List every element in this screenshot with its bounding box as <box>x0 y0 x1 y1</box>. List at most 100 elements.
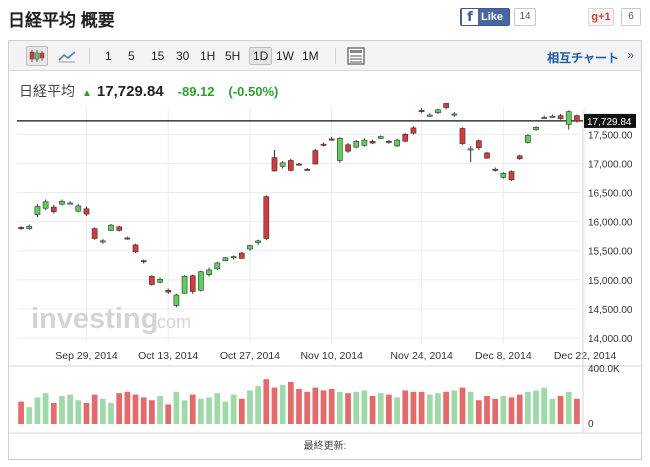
volume-bar <box>361 390 368 424</box>
candle-body <box>516 155 523 160</box>
timeframe-5h-button[interactable]: 5H <box>225 49 241 63</box>
volume-bar <box>165 404 172 424</box>
candle-body <box>459 128 466 144</box>
candle-body <box>271 157 278 172</box>
volume-bar <box>492 398 499 424</box>
volume-bar <box>238 398 245 424</box>
candle-body <box>410 127 417 134</box>
x-tick-label: Oct 13, 2014 <box>138 350 198 362</box>
volume-bar <box>369 396 376 424</box>
y-tick-label: 15,500.00 <box>588 247 633 258</box>
y-tick-label: 17,500.00 <box>588 130 633 141</box>
facebook-f-icon: f <box>462 9 478 25</box>
toolbar-divider <box>89 48 90 64</box>
candle-body <box>165 290 172 293</box>
toolbar-divider <box>335 48 336 64</box>
candle-body <box>255 240 261 243</box>
x-tick-label: Nov 24, 2014 <box>390 350 453 362</box>
price-chart[interactable]: 17,500.00 17,000.00 16,500.00 16,000.00 15,5… <box>9 41 641 459</box>
volume-bar <box>108 403 114 424</box>
candle-body <box>91 228 98 239</box>
candle-body <box>157 278 163 283</box>
volume-bar <box>304 391 311 424</box>
candle-body <box>394 139 400 147</box>
volume-bar <box>394 397 400 424</box>
volume-bar <box>541 387 548 424</box>
candle-body <box>206 269 212 275</box>
y-tick-label: 14,500.00 <box>588 305 633 316</box>
volume-bar <box>59 396 65 424</box>
candle-body <box>565 111 572 125</box>
candle-body <box>108 224 114 231</box>
candle-body <box>189 275 196 292</box>
volume-bar <box>67 394 73 424</box>
candle-body <box>426 114 433 117</box>
volume-bar <box>533 390 539 424</box>
last-price-tag <box>584 113 636 128</box>
volume-bar <box>157 396 163 424</box>
candle-body <box>386 140 392 143</box>
google-plus-button[interactable]: g+1 <box>588 8 614 26</box>
volume-bar <box>222 401 229 424</box>
volume-bar <box>386 394 392 424</box>
last-price-tag-label: 17,729.84 <box>587 117 632 128</box>
candle-body <box>198 271 204 291</box>
candle-body <box>263 196 270 239</box>
volume-bar <box>26 407 33 424</box>
timeframe-30-button[interactable]: 30 <box>176 49 190 63</box>
facebook-like-button[interactable]: f Like <box>460 8 510 26</box>
timeframe-5-button[interactable]: 5 <box>128 49 135 63</box>
volume-bar <box>377 393 384 424</box>
candle-body <box>484 152 490 159</box>
volume-bar <box>34 397 41 424</box>
chart-panel: 1 5 15 30 1H 5H 1D 1W 1M 相互チャート » 日経平均 ▲ 17,729.… <box>8 40 642 460</box>
timeframe-1d-button[interactable]: 1D <box>249 47 273 65</box>
candle-body <box>549 115 556 118</box>
timeframe-1-button[interactable]: 1 <box>105 49 112 63</box>
timeframe-1m-button[interactable]: 1M <box>302 49 319 63</box>
candle-body <box>443 103 449 108</box>
timeframe-1h-button[interactable]: 1H <box>200 49 216 63</box>
like-count: 14 <box>514 8 536 26</box>
quote-header: 日経平均 ▲ 17,729.84 -89.12 (-0.50%) <box>19 81 278 100</box>
volume-bar <box>181 400 188 424</box>
volume-bar <box>116 393 123 424</box>
candle-body <box>541 117 548 119</box>
volume-bar <box>279 384 286 424</box>
candle-body <box>345 144 351 152</box>
volume-zero-label: 0 <box>588 419 594 430</box>
table-icon[interactable] <box>345 46 367 66</box>
volume-bar <box>247 390 253 424</box>
candle-body <box>59 200 65 205</box>
candle-body <box>99 240 106 243</box>
volume-bar <box>320 390 327 424</box>
candle-body <box>238 252 245 259</box>
candle-body <box>173 294 180 306</box>
volume-bar <box>50 403 57 424</box>
candle-body <box>75 205 82 212</box>
volume-bar <box>443 391 449 424</box>
y-tick-label: 16,500.00 <box>588 189 633 200</box>
line-chart-icon[interactable] <box>56 46 78 66</box>
timeframe-1w-button[interactable]: 1W <box>276 49 294 63</box>
double-chevron-right-icon[interactable]: » <box>627 48 634 62</box>
advanced-chart-link[interactable]: 相互チャート <box>547 51 619 65</box>
volume-bar <box>475 400 482 424</box>
candle-body <box>124 237 131 240</box>
volume-bar <box>18 401 24 424</box>
timeframe-15-button[interactable]: 15 <box>151 49 165 63</box>
volume-bar <box>484 396 490 424</box>
candle-body <box>451 113 458 116</box>
candle-body <box>418 110 425 112</box>
like-label: Like <box>481 11 504 23</box>
candlestick-icon[interactable] <box>26 46 48 66</box>
candle-body <box>533 127 539 130</box>
volume-bar <box>198 398 204 424</box>
volume-bar <box>296 389 302 424</box>
candle-body <box>475 140 482 148</box>
volume-bar <box>328 389 335 424</box>
x-tick-label: Dec 22, 2014 <box>554 350 617 362</box>
volume-bar <box>549 398 556 424</box>
candle-body <box>312 150 319 165</box>
candle-body <box>279 162 286 167</box>
